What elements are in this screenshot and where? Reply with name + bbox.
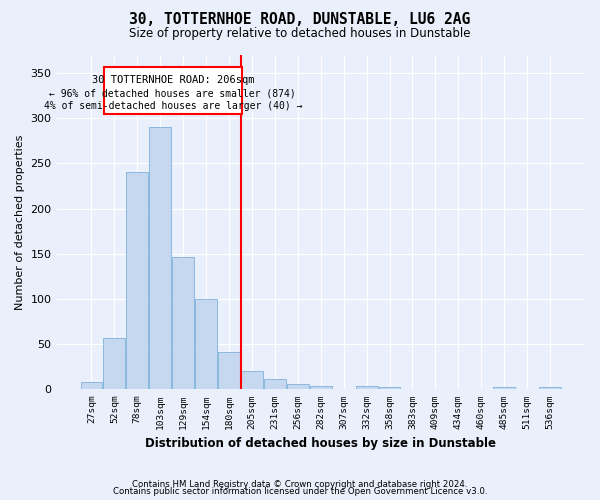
X-axis label: Distribution of detached houses by size in Dunstable: Distribution of detached houses by size … [145, 437, 496, 450]
Text: 4% of semi-detached houses are larger (40) →: 4% of semi-detached houses are larger (4… [44, 101, 302, 111]
Y-axis label: Number of detached properties: Number of detached properties [15, 134, 25, 310]
Text: 30, TOTTERNHOE ROAD, DUNSTABLE, LU6 2AG: 30, TOTTERNHOE ROAD, DUNSTABLE, LU6 2AG [130, 12, 470, 28]
Text: Size of property relative to detached houses in Dunstable: Size of property relative to detached ho… [129, 28, 471, 40]
Bar [310, 386, 332, 390]
Bar [80, 382, 103, 390]
Text: ← 96% of detached houses are smaller (874): ← 96% of detached houses are smaller (87… [49, 88, 296, 99]
Bar [264, 380, 286, 390]
Text: Contains public sector information licensed under the Open Government Licence v3: Contains public sector information licen… [113, 488, 487, 496]
Bar [195, 299, 217, 390]
Text: 30 TOTTERNHOE ROAD: 206sqm: 30 TOTTERNHOE ROAD: 206sqm [92, 75, 254, 85]
Bar [172, 258, 194, 390]
Bar [241, 371, 263, 390]
Bar [218, 352, 240, 390]
Bar [493, 388, 515, 390]
Bar [379, 388, 400, 390]
Bar [127, 172, 148, 390]
Bar [149, 128, 171, 390]
Bar [103, 338, 125, 390]
Bar [539, 388, 561, 390]
Bar [287, 384, 309, 390]
Text: Contains HM Land Registry data © Crown copyright and database right 2024.: Contains HM Land Registry data © Crown c… [132, 480, 468, 489]
FancyBboxPatch shape [104, 66, 242, 114]
Bar [356, 386, 377, 390]
